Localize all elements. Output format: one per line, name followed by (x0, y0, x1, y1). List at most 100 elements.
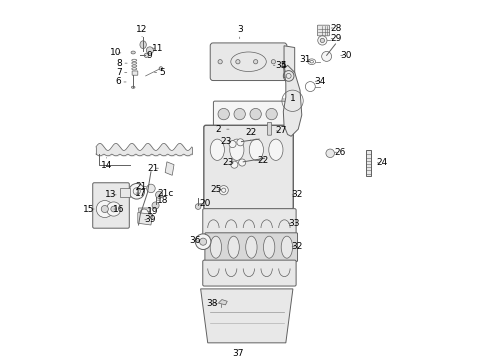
Polygon shape (120, 188, 130, 197)
Circle shape (106, 202, 121, 216)
Polygon shape (366, 150, 371, 176)
Text: 30: 30 (340, 51, 351, 60)
Text: 19: 19 (147, 207, 158, 216)
Circle shape (152, 202, 159, 209)
Polygon shape (165, 162, 174, 175)
Text: 24: 24 (377, 158, 388, 167)
Circle shape (326, 149, 335, 158)
Text: 21: 21 (136, 182, 147, 191)
Text: 3: 3 (237, 25, 243, 39)
Circle shape (147, 184, 155, 193)
Polygon shape (219, 300, 227, 305)
Circle shape (253, 60, 258, 64)
Polygon shape (138, 212, 153, 225)
Text: 39: 39 (144, 215, 156, 224)
Circle shape (111, 206, 117, 212)
Circle shape (236, 60, 240, 64)
Circle shape (219, 186, 228, 195)
Circle shape (237, 139, 244, 146)
Circle shape (266, 108, 277, 120)
Text: 32: 32 (292, 190, 303, 199)
FancyBboxPatch shape (93, 183, 129, 228)
Text: 26: 26 (334, 148, 345, 157)
Text: 22: 22 (257, 156, 269, 165)
Circle shape (147, 47, 153, 54)
Circle shape (96, 201, 113, 217)
Text: 13: 13 (105, 190, 117, 199)
Text: 8: 8 (117, 59, 127, 68)
Circle shape (234, 108, 245, 120)
Circle shape (159, 67, 163, 70)
Circle shape (271, 60, 275, 64)
Ellipse shape (228, 236, 239, 258)
Text: 31: 31 (299, 55, 310, 64)
Polygon shape (284, 46, 294, 78)
Circle shape (144, 53, 148, 58)
Ellipse shape (245, 236, 257, 258)
Text: 23: 23 (222, 158, 234, 167)
FancyBboxPatch shape (210, 43, 287, 81)
Circle shape (250, 108, 261, 120)
Circle shape (239, 159, 245, 166)
Text: 27: 27 (275, 126, 287, 135)
Text: 35: 35 (275, 62, 287, 71)
Ellipse shape (281, 236, 293, 258)
Circle shape (101, 206, 108, 212)
Ellipse shape (264, 236, 275, 258)
Ellipse shape (210, 139, 224, 161)
FancyBboxPatch shape (203, 260, 296, 286)
FancyBboxPatch shape (203, 209, 296, 237)
Circle shape (218, 60, 222, 64)
Text: 12: 12 (136, 24, 148, 37)
Circle shape (231, 161, 238, 168)
FancyBboxPatch shape (214, 101, 286, 127)
Ellipse shape (131, 86, 135, 88)
Text: 18: 18 (156, 195, 168, 204)
Circle shape (129, 184, 145, 199)
Circle shape (196, 234, 211, 249)
Circle shape (321, 51, 332, 61)
Text: 32: 32 (292, 242, 303, 251)
Text: 23: 23 (220, 137, 231, 146)
Text: 33: 33 (288, 219, 299, 228)
Text: 11: 11 (152, 44, 164, 53)
Text: 28: 28 (331, 23, 342, 32)
Circle shape (199, 238, 207, 245)
Text: 21: 21 (148, 164, 159, 173)
Text: 5: 5 (154, 68, 165, 77)
FancyBboxPatch shape (132, 71, 138, 75)
Polygon shape (139, 208, 151, 219)
Circle shape (140, 209, 148, 217)
Text: 20: 20 (199, 199, 211, 208)
FancyBboxPatch shape (205, 233, 297, 262)
Circle shape (318, 36, 327, 45)
Text: 25: 25 (210, 185, 221, 194)
Text: 15: 15 (83, 204, 95, 213)
FancyBboxPatch shape (204, 125, 294, 210)
Polygon shape (283, 65, 302, 136)
Text: 36: 36 (189, 237, 200, 246)
Ellipse shape (269, 139, 283, 161)
Circle shape (320, 38, 324, 42)
Text: 14: 14 (101, 158, 112, 170)
Circle shape (196, 204, 201, 210)
Text: 16: 16 (113, 204, 125, 213)
Circle shape (218, 108, 229, 120)
Circle shape (155, 191, 163, 198)
Circle shape (229, 140, 236, 148)
Text: 9: 9 (141, 51, 152, 60)
Ellipse shape (131, 51, 135, 54)
Ellipse shape (140, 41, 147, 49)
Text: 4: 4 (273, 61, 286, 70)
Text: 22: 22 (245, 128, 256, 140)
FancyBboxPatch shape (268, 122, 271, 135)
Text: 29: 29 (331, 34, 342, 43)
Text: 1: 1 (282, 94, 296, 103)
Text: 7: 7 (116, 68, 127, 77)
Polygon shape (200, 289, 293, 343)
Text: 21c: 21c (157, 189, 173, 198)
Ellipse shape (249, 139, 264, 161)
Text: 2: 2 (216, 125, 229, 134)
Text: 10: 10 (110, 48, 122, 57)
Text: 38: 38 (207, 299, 218, 308)
